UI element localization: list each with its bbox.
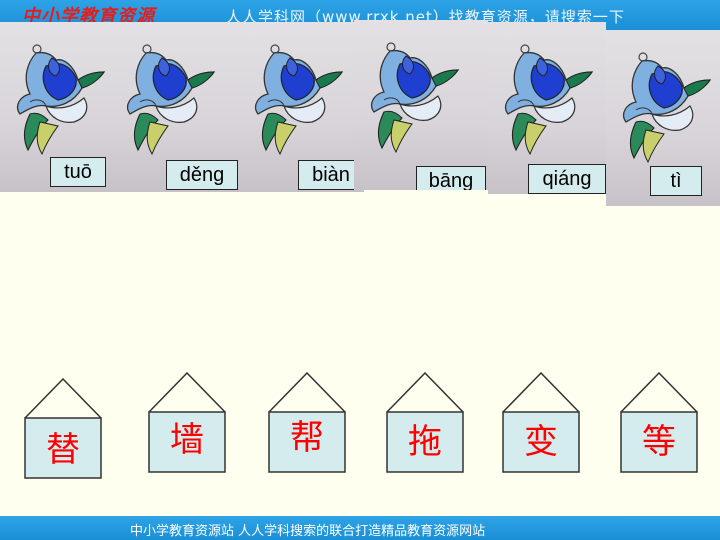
house-1[interactable]: 替 — [24, 378, 102, 480]
house-outline-icon — [268, 372, 346, 473]
house-6[interactable]: 等 — [620, 372, 698, 474]
pinyin-label[interactable]: tuō — [50, 157, 106, 187]
house-3[interactable]: 帮 — [268, 372, 346, 474]
house-outline-icon — [620, 372, 698, 473]
pinyin-label[interactable]: qiáng — [528, 164, 606, 194]
character-card[interactable]: 拖 — [408, 422, 442, 462]
header-slogan: 人人学科网（www.rrxk.net）找教育资源，请搜索一下 — [226, 8, 625, 26]
house-2[interactable]: 墙 — [148, 372, 226, 474]
pinyin-label[interactable]: děng — [166, 160, 238, 190]
character-card[interactable]: 墙 — [170, 420, 204, 460]
pinyin-label[interactable]: bāng — [416, 166, 486, 190]
house-4[interactable]: 拖 — [386, 372, 464, 474]
house-outline-icon — [24, 378, 102, 479]
footer-text: 中小学教育资源站 人人学科搜索的联合打造精品教育资源网站 — [130, 524, 486, 539]
bird-card-3: biàn — [238, 22, 364, 192]
bird-card-6: tì — [606, 30, 720, 206]
bottom-banner: 中小学教育资源站 人人学科搜索的联合打造精品教育资源网站 — [0, 516, 720, 540]
stained-glass-bird-icon — [370, 42, 459, 153]
character-card[interactable]: 帮 — [290, 418, 324, 458]
character-card[interactable]: 替 — [46, 430, 80, 470]
bird-card-1: tuō — [0, 22, 110, 192]
house-outline-icon — [148, 372, 226, 473]
house-outline-icon — [502, 372, 580, 473]
bird-card-2: děng — [110, 22, 238, 192]
house-outline-icon — [386, 372, 464, 473]
bird-card-4: bāng — [354, 20, 488, 190]
character-card[interactable]: 变 — [524, 422, 558, 462]
character-card[interactable]: 等 — [642, 422, 676, 462]
pinyin-label[interactable]: tì — [650, 166, 702, 196]
pinyin-label[interactable]: biàn — [298, 160, 364, 190]
site-logo: 中小学教育资源 — [22, 6, 155, 27]
bird-card-5: qiáng — [488, 22, 606, 194]
house-5[interactable]: 变 — [502, 372, 580, 474]
